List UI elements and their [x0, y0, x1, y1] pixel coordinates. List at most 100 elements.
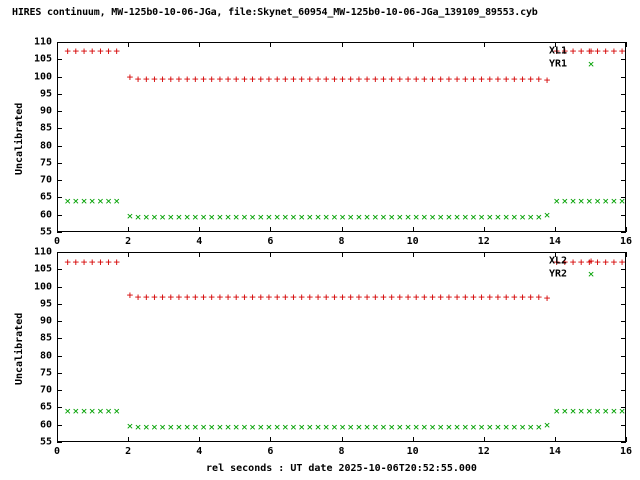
y-tick-mark: [621, 59, 626, 60]
y-tick-mark: [57, 390, 62, 391]
page-title: HIRES continuum, MW-125b0-10-06-JGa, fil…: [12, 7, 538, 18]
x-tick-mark: [57, 252, 58, 257]
y-tick-mark: [57, 59, 62, 60]
y-tick-mark: [57, 42, 62, 43]
y-tick-mark: [57, 287, 62, 288]
y-tick-mark: [621, 77, 626, 78]
y-tick-mark: [621, 442, 626, 443]
y-tick-mark: [57, 252, 62, 253]
x-tick-mark: [270, 252, 271, 257]
y-tick-mark: [57, 128, 62, 129]
y-axis-tick-label: 60: [39, 209, 52, 221]
y-axis-tick-label: 70: [39, 174, 52, 186]
y-axis-tick-label: 90: [39, 105, 52, 117]
legend-label-xl1: XL1: [548, 45, 567, 57]
x-axis-tick-label: 8: [338, 236, 345, 247]
y-tick-mark: [621, 180, 626, 181]
x-axis-tick-label: 4: [196, 446, 203, 457]
y-axis-tick-label: 80: [39, 350, 52, 362]
y-tick-mark: [57, 232, 62, 233]
y-tick-mark: [621, 146, 626, 147]
x-axis-tick-label: 0: [53, 446, 61, 457]
y-axis-tick-label: 105: [33, 263, 52, 275]
y-tick-mark: [57, 425, 62, 426]
legend-marker-xl1: +: [587, 44, 595, 58]
y-tick-mark: [57, 321, 62, 322]
x-axis-tick-label: 2: [125, 446, 132, 457]
x-tick-mark: [626, 252, 627, 257]
x-tick-mark: [342, 42, 343, 47]
x-tick-mark: [270, 42, 271, 47]
y-axis-tick-label: 95: [39, 88, 52, 100]
y-axis-tick-label: 100: [33, 281, 52, 293]
y-tick-mark: [621, 128, 626, 129]
y-axis-tick-label: 75: [39, 367, 52, 379]
x-tick-mark: [128, 252, 129, 257]
y-tick-mark: [57, 373, 62, 374]
legend-marker-xl2: +: [587, 254, 595, 268]
y-axis-tick-label: 85: [39, 122, 52, 134]
y-tick-mark: [621, 42, 626, 43]
y-axis-tick-label: 55: [39, 226, 52, 238]
y-tick-mark: [57, 442, 62, 443]
y-tick-mark: [621, 111, 626, 112]
y-axis-tick-label: 95: [39, 298, 52, 310]
y-tick-mark: [621, 304, 626, 305]
x-axis-tick-label: 8: [338, 446, 345, 457]
y-axis-tick-label: 85: [39, 332, 52, 344]
x-axis-tick-label: 10: [406, 446, 419, 457]
y-tick-mark: [621, 287, 626, 288]
x-tick-mark: [128, 227, 129, 232]
x-tick-mark: [57, 437, 58, 442]
y-tick-mark: [57, 111, 62, 112]
x-tick-mark: [128, 437, 129, 442]
x-axis-tick-label: 16: [619, 236, 633, 247]
y-axis-tick-label: 75: [39, 157, 52, 169]
legend-label-yr1: YR1: [548, 58, 567, 70]
y-tick-mark: [621, 390, 626, 391]
x-tick-mark: [57, 42, 58, 47]
y-axis-tick-label: 110: [33, 36, 52, 48]
x-tick-mark: [555, 437, 556, 442]
x-tick-mark: [484, 227, 485, 232]
x-axis-tick-label: 0: [53, 236, 61, 247]
x-tick-mark: [270, 227, 271, 232]
y-tick-mark: [57, 338, 62, 339]
y-axis-label: Uncalibrated: [14, 312, 25, 385]
y-tick-mark: [621, 94, 626, 95]
x-axis-tick-label: 14: [548, 446, 561, 457]
x-axis-label: rel seconds : UT date 2025-10-06T20:52:5…: [206, 463, 477, 474]
y-axis-tick-label: 65: [39, 191, 52, 203]
x-tick-mark: [484, 437, 485, 442]
y-axis-tick-label: 70: [39, 384, 52, 396]
y-tick-mark: [621, 215, 626, 216]
y-tick-mark: [57, 146, 62, 147]
x-axis-tick-label: 2: [125, 236, 132, 247]
x-tick-mark: [626, 42, 627, 47]
x-tick-mark: [413, 42, 414, 47]
x-axis-tick-label: 4: [196, 236, 203, 247]
x-tick-mark: [199, 437, 200, 442]
y-tick-mark: [57, 304, 62, 305]
y-axis-tick-label: 55: [39, 436, 52, 448]
x-tick-mark: [626, 437, 627, 442]
y-axis-tick-label: 90: [39, 315, 52, 327]
x-tick-mark: [342, 252, 343, 257]
y-tick-mark: [621, 425, 626, 426]
x-axis-tick-label: 12: [477, 446, 490, 457]
legend-marker-yr2: ×: [587, 267, 595, 281]
y-tick-mark: [621, 252, 626, 253]
y-tick-mark: [57, 356, 62, 357]
x-tick-mark: [128, 42, 129, 47]
y-axis-tick-label: 110: [33, 246, 52, 258]
y-tick-mark: [57, 407, 62, 408]
y-axis-tick-label: 105: [33, 53, 52, 65]
x-axis-tick-label: 12: [477, 236, 490, 247]
x-tick-mark: [270, 437, 271, 442]
y-tick-mark: [57, 180, 62, 181]
y-axis-tick-label: 60: [39, 419, 52, 431]
x-tick-mark: [199, 42, 200, 47]
x-tick-mark: [555, 227, 556, 232]
y-tick-mark: [621, 163, 626, 164]
